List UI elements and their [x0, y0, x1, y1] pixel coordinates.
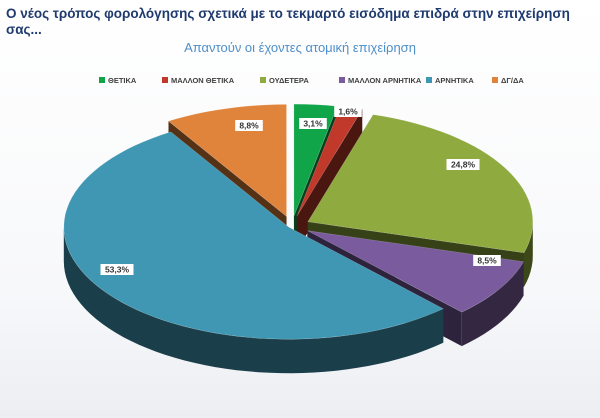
legend-item-2: ΟΥΔΕΤΕΡΑ — [260, 76, 309, 85]
data-label-text: 8,5% — [477, 256, 497, 266]
data-label-4: 53,3% — [100, 264, 134, 275]
legend-swatch — [492, 77, 498, 83]
legend-item-5: ΔΓ/ΔΑ — [492, 76, 524, 85]
slice-side — [524, 221, 533, 287]
data-label-1: 1,6% — [334, 106, 362, 117]
question-title: Ο νέος τρόπος φορολόγησης σχετικά με το … — [6, 6, 570, 37]
data-label-text: 3,1% — [303, 119, 323, 129]
pie-plot — [63, 103, 534, 374]
legend-swatch — [260, 77, 266, 83]
data-label-box — [334, 106, 362, 117]
data-label-0: 3,1% — [299, 118, 327, 129]
data-label-2: 24,8% — [446, 159, 480, 170]
legend-label: ΜΑΛΛΟΝ ΘΕΤΙΚΑ — [171, 76, 235, 85]
legend-label: ΘΕΤΙΚΑ — [108, 76, 137, 85]
legend-label: ΔΓ/ΔΑ — [501, 76, 524, 85]
legend-label: ΜΑΛΛΟΝ ΑΡΝΗΤΙΚΑ — [348, 76, 422, 85]
legend-item-0: ΘΕΤΙΚΑ — [99, 76, 137, 85]
data-label-5: 8,8% — [235, 120, 263, 131]
legend-swatch — [162, 77, 168, 83]
slice-top-ουδετερα — [307, 114, 534, 254]
chart-legend: ΘΕΤΙΚΑ ΜΑΛΛΟΝ ΘΕΤΙΚΑ ΟΥΔΕΤΕΡΑ ΜΑΛΛΟΝ ΑΡΝΗΤΙ… — [99, 76, 524, 85]
data-label-box — [100, 264, 134, 275]
data-label-box — [446, 159, 480, 170]
data-label-3: 8,5% — [473, 255, 501, 266]
data-label-box — [235, 120, 263, 131]
slice-top-μαλλον-αρνητικα — [307, 230, 524, 313]
slice-side — [63, 227, 444, 374]
legend-label: ΟΥΔΕΤΕΡΑ — [269, 76, 309, 85]
data-label-text: 8,8% — [239, 121, 259, 131]
slice-top-δγ-δα — [167, 104, 287, 218]
chart-subtitle: Απαντούν οι έχοντες ατομική επιχείρηση — [184, 40, 416, 55]
data-label-text: 24,8% — [451, 160, 476, 170]
legend-item-4: ΑΡΝΗΤΙΚΑ — [426, 76, 474, 85]
legend-swatch — [426, 77, 432, 83]
data-label-box — [299, 118, 327, 129]
data-labels: 3,1% 1,6% 24,8% 8,5% 53,3% 8,8% — [100, 106, 501, 275]
legend-label: ΑΡΝΗΤΙΚΑ — [435, 76, 474, 85]
slice-top-αρνητικα — [63, 131, 444, 340]
legend-item-1: ΜΑΛΛΟΝ ΘΕΤΙΚΑ — [162, 76, 235, 85]
legend-swatch — [99, 77, 105, 83]
slice-side — [461, 261, 524, 347]
legend-swatch — [339, 77, 345, 83]
legend-item-3: ΜΑΛΛΟΝ ΑΡΝΗΤΙΚΑ — [339, 76, 422, 85]
data-label-box — [473, 255, 501, 266]
data-label-text: 53,3% — [105, 265, 130, 275]
data-label-text: 1,6% — [338, 107, 358, 117]
